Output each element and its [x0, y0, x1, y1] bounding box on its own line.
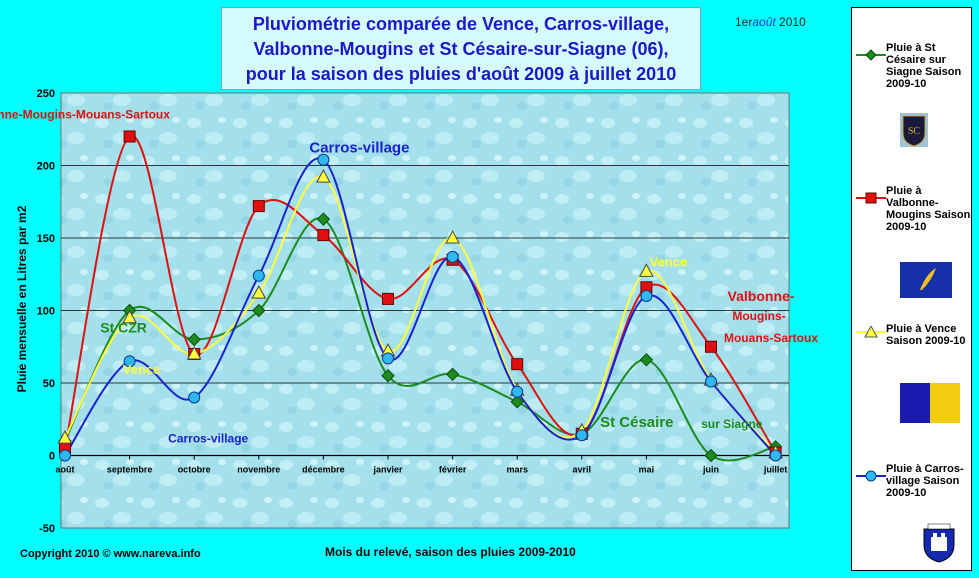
- data-point-valbonne: [511, 358, 524, 371]
- x-tick-label: août: [56, 465, 75, 475]
- st-cezaire-crest-icon: SC: [900, 113, 928, 147]
- data-point-st_cezaire: [316, 212, 331, 226]
- y-tick-label: 250: [37, 88, 55, 100]
- data-point-valbonne: [382, 292, 394, 305]
- date-stamp-month: août: [752, 15, 776, 29]
- x-tick-label: mars: [506, 465, 528, 475]
- legend-label-st-cezaire: Pluie à St Césaire sur Siagne Saison 200…: [886, 42, 962, 90]
- data-point-carros: [705, 375, 717, 388]
- annotation-label: Mouans-Sartoux: [724, 331, 818, 345]
- x-tick-label: janvier: [372, 465, 403, 475]
- x-tick-label: juin: [702, 465, 719, 475]
- svg-text:SC: SC: [908, 126, 921, 137]
- y-axis-label: Pluie mensuelle en Litres par m2: [15, 205, 29, 393]
- data-point-vence: [316, 169, 331, 183]
- annotation-label: Vence: [650, 254, 688, 269]
- data-point-carros: [59, 449, 71, 462]
- x-tick-label: septembre: [107, 465, 153, 475]
- x-axis-label: Mois du relevé, saison des pluies 2009-2…: [325, 545, 576, 559]
- legend: Pluie à St Césaire sur Siagne Saison 200…: [851, 7, 972, 571]
- data-point-valbonne: [705, 340, 717, 353]
- x-tick-label: octobre: [178, 465, 211, 475]
- date-stamp-prefix: 1er: [735, 15, 753, 29]
- data-point-st_cezaire: [252, 303, 266, 318]
- data-point-carros: [317, 153, 330, 166]
- valbonne-flag-icon: [900, 262, 952, 298]
- data-point-carros: [769, 449, 782, 462]
- carros-crest-icon: [923, 523, 955, 563]
- annotation-label: sur Siagne: [701, 417, 763, 431]
- x-tick-label: avril: [573, 465, 592, 475]
- data-point-vence: [57, 430, 73, 444]
- y-tick-label: 0: [49, 451, 55, 463]
- data-point-valbonne: [252, 200, 265, 213]
- data-point-carros: [640, 290, 653, 302]
- legend-marker-st-cezaire: [856, 49, 886, 61]
- data-point-valbonne: [123, 130, 136, 143]
- legend-label-carros: Pluie à Carros-village Saison 2009-10: [886, 463, 964, 499]
- data-point-carros: [511, 385, 524, 398]
- x-tick-label: novembre: [237, 465, 280, 475]
- data-point-vence: [186, 345, 202, 360]
- data-point-vence: [122, 309, 137, 324]
- y-tick-label: 200: [37, 161, 55, 173]
- y-tick-label: 150: [37, 233, 55, 245]
- annotation-label: Mougins-: [732, 309, 785, 323]
- data-point-carros: [123, 355, 136, 368]
- data-point-vence: [251, 285, 267, 299]
- y-tick-label: 100: [37, 306, 55, 318]
- data-point-carros: [575, 429, 588, 442]
- annotation-label: Carros-village: [168, 432, 248, 446]
- data-point-st_cezaire: [510, 395, 524, 409]
- x-tick-label: mai: [639, 465, 655, 475]
- chart-annotations: Valbonne-Mougins-Mouans-SartouxCarros-vi…: [0, 108, 818, 446]
- data-point-carros: [382, 352, 394, 365]
- title-line-1: Pluviométrie comparée de Vence, Carros-v…: [252, 14, 670, 34]
- data-point-valbonne: [317, 229, 330, 242]
- y-tick-label: 50: [43, 378, 55, 390]
- legend-marker-valbonne: [856, 192, 886, 204]
- axes: -50 0 50 100 150 200 250 août septembre octobre no…: [37, 88, 789, 535]
- data-point-st_cezaire: [639, 353, 654, 367]
- annotation-label: St CZR: [100, 320, 147, 336]
- annotation-label: Carros-village: [309, 140, 409, 157]
- data-point-carros: [446, 250, 459, 263]
- y-tick-label: -50: [39, 523, 55, 535]
- data-point-st_cezaire: [381, 369, 395, 383]
- series-markers: [57, 130, 783, 463]
- x-tick-label: décembre: [302, 465, 345, 475]
- copyright-text: Copyright 2010 © www.nareva.info: [20, 548, 201, 560]
- date-stamp: 1eraoût 2010: [735, 15, 806, 29]
- data-point-vence: [639, 263, 654, 277]
- data-point-st_cezaire: [187, 332, 201, 347]
- legend-marker-vence: [856, 326, 886, 338]
- chart-title: Pluviométrie comparée de Vence, Carros-v…: [221, 7, 701, 90]
- title-line-3: pour la saison des pluies d'août 2009 à …: [245, 64, 677, 84]
- annotation-label: Vence: [123, 362, 161, 377]
- x-tick-label: juillet: [763, 465, 788, 475]
- legend-label-vence: Pluie à Vence Saison 2009-10: [886, 323, 966, 347]
- annotation-label: St Césaire: [600, 414, 673, 431]
- legend-marker-carros: [856, 470, 886, 482]
- data-point-vence: [445, 229, 460, 244]
- data-point-carros: [252, 269, 265, 282]
- date-stamp-year: 2010: [779, 15, 806, 29]
- legend-label-valbonne: Pluie à Valbonne-Mougins Saison 2009-10: [886, 185, 971, 233]
- data-point-carros: [188, 391, 201, 404]
- x-tick-label: février: [439, 465, 467, 475]
- annotation-label: Valbonne-: [728, 288, 795, 304]
- title-line-2: Valbonne-Mougins et St Césaire-sur-Siagn…: [253, 39, 669, 59]
- vence-flag-icon: [900, 383, 960, 423]
- annotation-label: Valbonne-Mougins-Mouans-Sartoux: [0, 108, 170, 122]
- data-point-st_cezaire: [445, 367, 460, 382]
- data-point-st_cezaire: [704, 448, 718, 463]
